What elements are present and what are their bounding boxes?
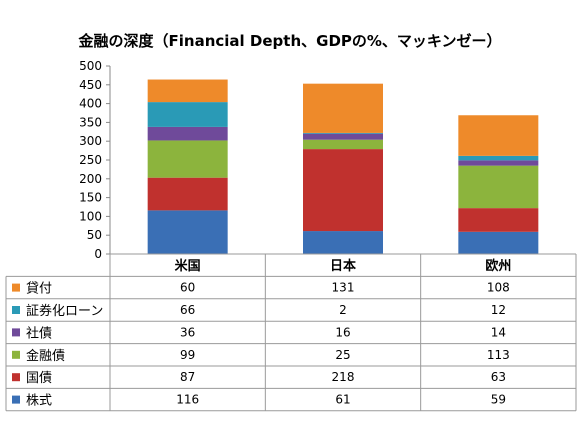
bar-segment xyxy=(303,132,383,134)
bar-segment xyxy=(458,155,539,161)
y-tick-label: 450 xyxy=(79,78,102,92)
y-tick-label: 150 xyxy=(79,191,102,205)
bar-segment xyxy=(303,139,383,150)
bar-segment xyxy=(147,177,228,211)
y-tick-label: 400 xyxy=(79,97,102,111)
data-value: 131 xyxy=(332,281,355,295)
x-category-label: 米国 xyxy=(175,258,201,274)
bar-segment xyxy=(458,231,539,254)
bar-segment xyxy=(147,79,228,103)
legend-swatch xyxy=(12,350,20,359)
x-category-label: 日本 xyxy=(330,258,356,274)
data-value: 12 xyxy=(491,303,506,317)
bar-segment xyxy=(458,208,539,232)
data-value: 99 xyxy=(180,348,195,362)
data-value: 2 xyxy=(339,303,347,317)
series-name: 株式 xyxy=(26,394,52,409)
series-name: 国債 xyxy=(26,371,52,386)
data-value: 16 xyxy=(335,325,350,339)
series-name: 証券化ローン xyxy=(26,303,103,319)
y-tick-label: 300 xyxy=(79,134,102,148)
y-axis: 0 50 100 150 200 250 300 350 400 450 500 xyxy=(79,59,111,261)
data-value: 59 xyxy=(491,393,506,407)
bar-segment xyxy=(147,102,228,127)
data-value: 60 xyxy=(180,281,195,295)
bar-segment xyxy=(303,149,383,232)
series-name: 社債 xyxy=(26,325,52,341)
legend-swatch xyxy=(12,328,20,337)
data-value: 61 xyxy=(335,393,350,407)
data-value: 108 xyxy=(487,281,510,295)
data-value: 218 xyxy=(332,370,355,384)
data-value: 116 xyxy=(176,393,199,407)
y-tick-label: 50 xyxy=(87,228,102,242)
data-value: 36 xyxy=(180,325,195,339)
data-value: 87 xyxy=(180,370,195,384)
bar-segment xyxy=(147,126,228,141)
y-tick-label: 200 xyxy=(79,172,102,186)
legend-swatch xyxy=(12,306,20,314)
bar-segment xyxy=(458,160,539,166)
bar-segment xyxy=(303,133,383,140)
data-value: 63 xyxy=(491,370,506,384)
x-category-label: 欧州 xyxy=(485,258,511,274)
bar-segment xyxy=(303,83,383,133)
data-value: 14 xyxy=(491,325,506,339)
data-value: 25 xyxy=(335,348,350,362)
series-name: 金融債 xyxy=(26,348,65,364)
y-tick-label: 100 xyxy=(79,209,102,223)
legend-swatch xyxy=(12,373,20,382)
data-value: 66 xyxy=(180,303,195,317)
y-tick-label: 350 xyxy=(79,115,102,129)
data-value: 113 xyxy=(487,348,510,362)
bar-segment xyxy=(147,210,228,254)
y-tick-label: 250 xyxy=(79,153,102,167)
bar-segment xyxy=(458,115,539,156)
bars xyxy=(147,79,539,254)
legend-swatch xyxy=(12,283,20,292)
y-tick-label: 0 xyxy=(94,247,102,261)
chart-title: 金融の深度（Financial Depth、GDPの%、マッキンゼー） xyxy=(78,32,502,50)
legend-swatch xyxy=(12,395,20,404)
bar-segment xyxy=(458,165,539,209)
series-name: 貸付 xyxy=(26,281,52,297)
bar-segment xyxy=(147,140,228,178)
bar-segment xyxy=(303,231,383,254)
y-tick-label: 500 xyxy=(79,59,102,73)
